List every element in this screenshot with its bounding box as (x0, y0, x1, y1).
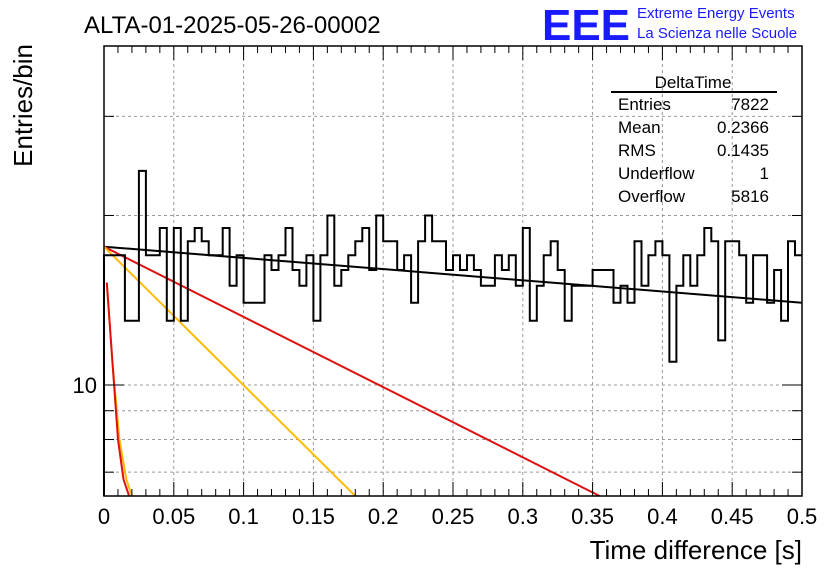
run-title: ALTA-01-2025-05-26-00002 (84, 12, 381, 39)
x-tick-label: 0.3 (508, 504, 539, 529)
stats-row-value: 0.2366 (717, 118, 769, 137)
stats-row-label: Mean (618, 118, 661, 137)
x-axis-title: Time difference [s] (590, 535, 802, 565)
stats-row-value: 7822 (731, 95, 769, 114)
y-axis-title: Entries/bin (8, 44, 38, 167)
stats-row-label: Underflow (618, 164, 695, 183)
stats-box: DeltaTime Entries 7822 Mean 0.2366 RMS 0.1435… (611, 73, 777, 206)
x-tick-label: 0.35 (571, 504, 614, 529)
stats-row-value: 1 (760, 164, 769, 183)
stats-row-value: 0.1435 (717, 141, 769, 160)
fit-curve (105, 282, 131, 497)
fit-curve (103, 245, 357, 497)
x-tick-label: 0.15 (292, 504, 335, 529)
fit-curve (103, 245, 601, 497)
y-axis: 10 (73, 45, 802, 473)
logo-subtitle-line1: Extreme Energy Events (637, 5, 795, 22)
x-tick-label: 0 (98, 504, 110, 529)
x-tick-label: 0.05 (152, 504, 195, 529)
x-tick-label: 0.25 (432, 504, 475, 529)
x-tick-label: 0.4 (647, 504, 678, 529)
stats-row-label: Entries (618, 95, 671, 114)
x-axis: 0 0.05 0.1 0.15 0.2 0.25 0.3 0.35 0.4 0.45 0.5 (98, 46, 817, 529)
stats-row-label: Overflow (618, 187, 686, 206)
histogram-step-line (103, 169, 802, 496)
x-tick-label: 0.5 (787, 504, 818, 529)
eee-logo: EEE (542, 1, 630, 50)
histogram (103, 169, 802, 496)
x-tick-label: 0.1 (228, 504, 259, 529)
stats-row-label: RMS (618, 141, 656, 160)
x-tick-label: 0.2 (368, 504, 399, 529)
stats-box-title: DeltaTime (655, 73, 732, 92)
logo-subtitle-line2: La Scienza nelle Scuole (637, 25, 797, 42)
x-tick-label: 0.45 (711, 504, 754, 529)
stats-row-value: 5816 (731, 187, 769, 206)
fit-curve (105, 282, 133, 497)
y-tick-label: 10 (73, 373, 97, 398)
